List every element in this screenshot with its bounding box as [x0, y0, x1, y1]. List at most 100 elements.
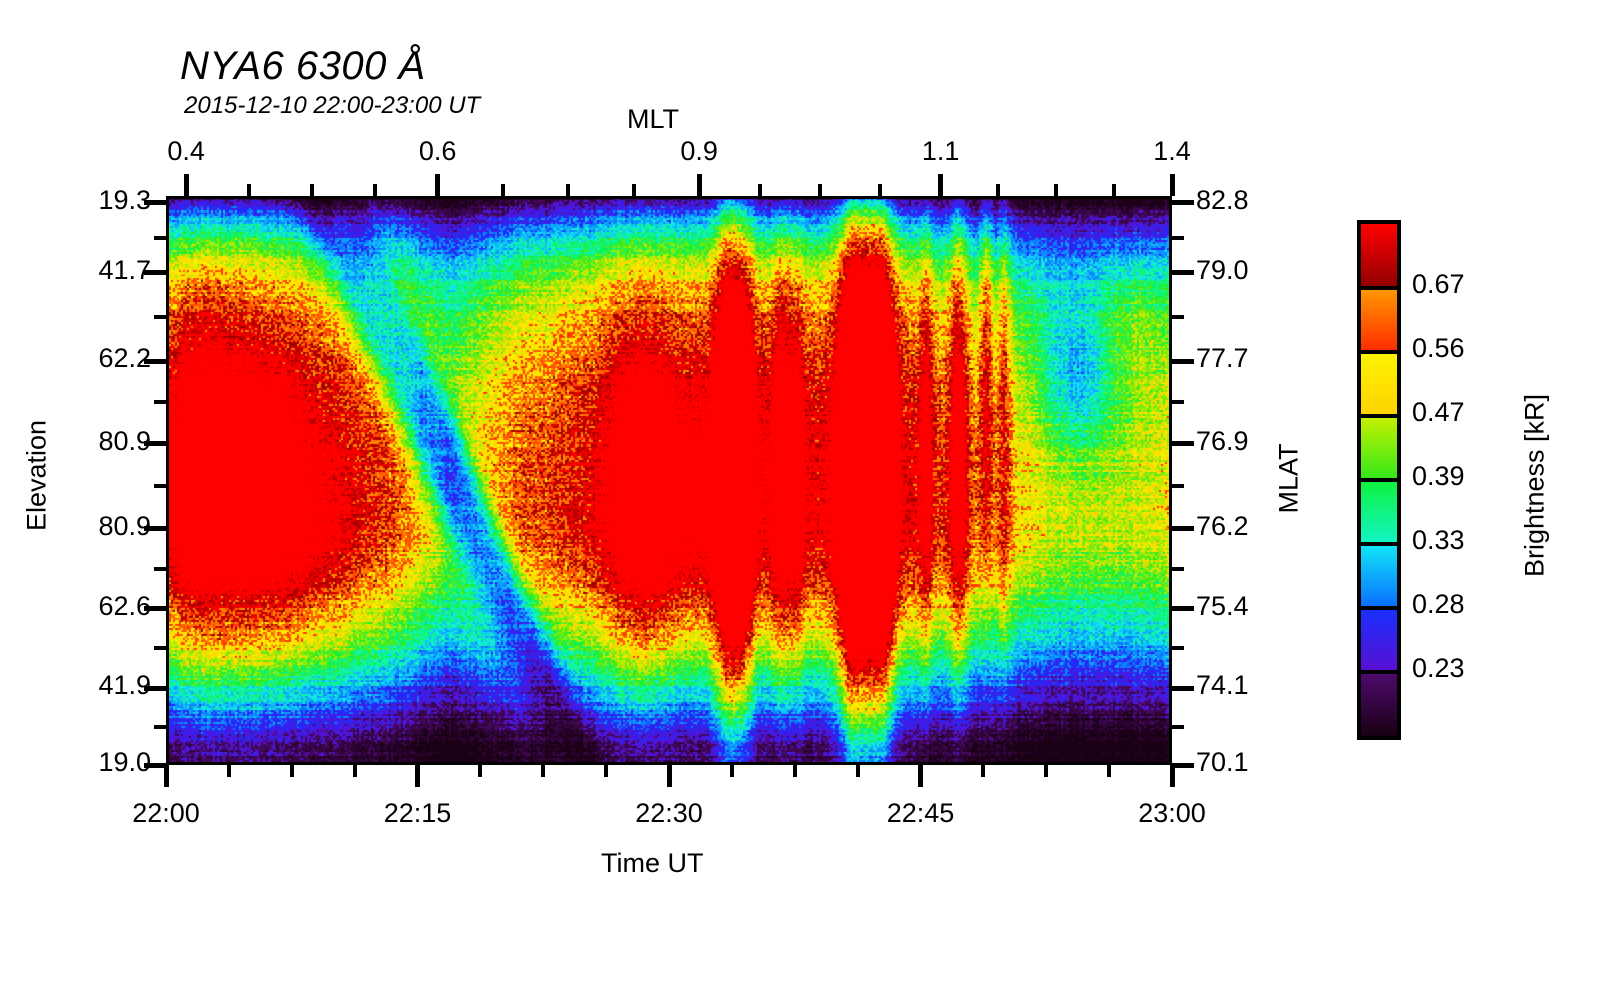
axis-tick — [478, 765, 483, 777]
colorbar-band — [1361, 544, 1397, 608]
axis-tick — [1172, 724, 1184, 729]
axis-tick — [154, 235, 166, 240]
axis-tick — [666, 765, 672, 787]
axis-tick — [541, 765, 546, 777]
axis-tick — [792, 765, 797, 777]
axis-tick — [729, 765, 734, 777]
colorbar-tick-label: 0.47 — [1412, 397, 1465, 427]
right-tick-label: 75.4 — [1196, 590, 1249, 621]
axis-tick — [631, 184, 636, 196]
axis-tick — [144, 200, 166, 206]
axis-tick — [352, 765, 357, 777]
axis-tick — [154, 400, 166, 405]
left-tick-label: 80.9 — [98, 425, 151, 456]
right-tick-label: 77.7 — [1196, 343, 1249, 373]
colorbar-tick-label: 0.23 — [1412, 653, 1465, 683]
colorbar-divider — [1361, 350, 1397, 354]
axis-tick — [154, 484, 166, 489]
bottom-tick-label: 22:00 — [132, 798, 200, 828]
axis-tick — [1172, 606, 1194, 612]
axis-tick — [1172, 235, 1184, 240]
axis-tick — [1172, 526, 1194, 532]
axis-tick — [501, 184, 505, 196]
right-tick-label: 82.8 — [1196, 184, 1249, 215]
left-tick-label: 62.6 — [98, 590, 151, 621]
axis-tick — [696, 174, 702, 196]
axis-tick — [1172, 270, 1194, 276]
axis-tick — [289, 765, 294, 777]
axis-tick — [1172, 200, 1194, 206]
colorbar-tick-label: 0.28 — [1412, 589, 1465, 619]
axis-tick — [1169, 765, 1175, 787]
keogram-image — [169, 199, 1169, 762]
colorbar-divider — [1361, 414, 1397, 418]
colorbar-divider — [1361, 286, 1397, 290]
top-tick-label: 1.1 — [921, 136, 960, 166]
axis-tick — [144, 606, 166, 612]
colorbar-tick-label: 0.39 — [1412, 461, 1465, 491]
top-tick-label: 0.6 — [418, 136, 457, 166]
axis-tick — [415, 765, 420, 787]
left-tick-label: 62.2 — [98, 343, 151, 373]
axis-tick — [1169, 174, 1175, 196]
colorbar-divider — [1361, 606, 1397, 610]
left-tick-label: 41.9 — [98, 670, 151, 701]
axis-tick — [817, 184, 822, 196]
axis-tick — [154, 724, 166, 729]
axis-tick — [1172, 646, 1184, 651]
bottom-tick-label: 22:30 — [635, 798, 703, 828]
axis-tick — [163, 765, 169, 787]
axis-tick — [1172, 762, 1194, 768]
axis-tick — [154, 646, 166, 651]
colorbar-title: Brightness [kR] — [1519, 393, 1550, 578]
colorbar-band — [1361, 352, 1397, 416]
colorbar-divider — [1361, 542, 1397, 546]
axis-tick — [1172, 441, 1194, 446]
axis-tick — [309, 184, 314, 196]
figure-title: NYA6 6300 Å — [180, 44, 426, 88]
colorbar-tick-label: 0.67 — [1412, 269, 1465, 299]
right-tick-label: 70.1 — [1196, 747, 1249, 777]
right-tick-label: 79.0 — [1196, 254, 1249, 285]
axis-tick — [154, 314, 166, 319]
left-tick-label: 19.0 — [98, 747, 151, 777]
right-tick-label: 76.2 — [1196, 510, 1249, 541]
colorbar-divider — [1361, 670, 1397, 674]
figure-subtitle: 2015-12-10 22:00-23:00 UT — [184, 92, 481, 119]
axis-tick — [1044, 765, 1049, 777]
colorbar-band — [1361, 480, 1397, 544]
axis-tick — [183, 174, 189, 196]
axis-tick — [757, 184, 762, 196]
keogram-plot-area — [166, 196, 1172, 765]
axis-tick — [878, 184, 883, 196]
axis-tick — [566, 184, 571, 196]
top-tick-label: 0.4 — [167, 136, 205, 166]
colorbar-divider — [1361, 478, 1397, 482]
axis-tick — [981, 765, 986, 777]
axis-tick — [246, 184, 251, 196]
axis-tick — [855, 765, 860, 777]
axis-tick — [1172, 400, 1184, 405]
bottom-axis-title: Time UT — [601, 848, 704, 878]
left-tick-label: 41.7 — [98, 254, 151, 285]
axis-tick — [226, 765, 231, 777]
axis-tick — [604, 765, 609, 777]
right-tick-label: 76.9 — [1196, 425, 1249, 456]
colorbar-tick-label: 0.56 — [1412, 333, 1465, 363]
colorbar-band — [1361, 608, 1397, 672]
axis-tick — [144, 526, 166, 532]
axis-tick — [1172, 566, 1184, 571]
right-tick-label: 74.1 — [1196, 670, 1249, 701]
axis-tick — [144, 358, 166, 364]
top-axis-title: MLT — [627, 104, 679, 134]
axis-tick — [144, 441, 166, 446]
axis-tick — [144, 270, 166, 276]
bottom-tick-label: 23:00 — [1138, 798, 1206, 828]
axis-tick — [154, 566, 166, 571]
axis-tick — [1107, 765, 1112, 777]
axis-tick — [938, 174, 944, 196]
bottom-tick-label: 22:15 — [383, 798, 452, 828]
axis-tick — [1112, 184, 1117, 196]
axis-tick — [1172, 484, 1184, 489]
